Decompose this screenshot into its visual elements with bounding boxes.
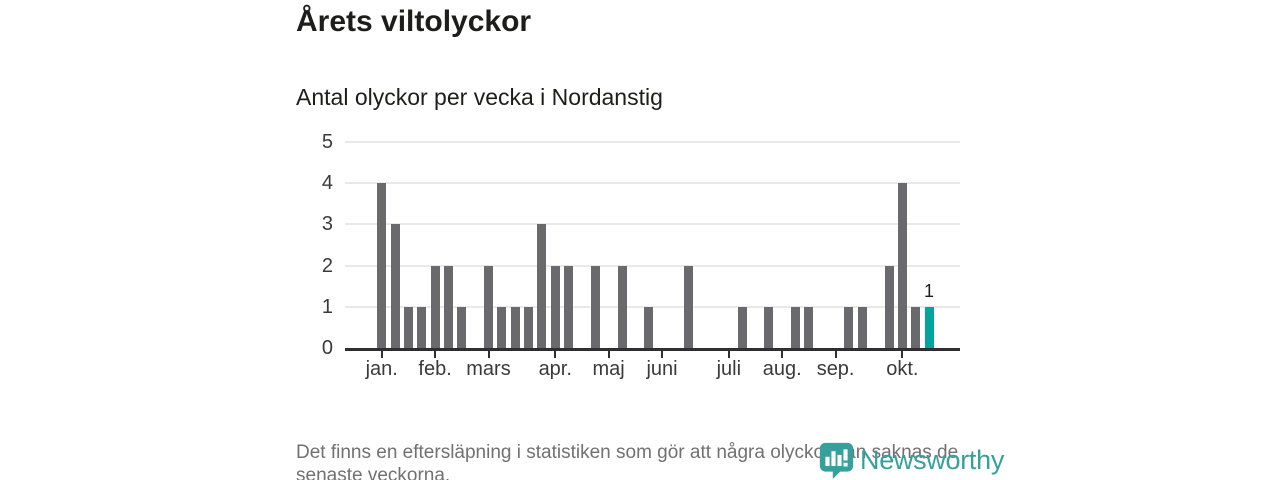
month-label-maj: maj — [592, 358, 625, 380]
x-tick-apr — [554, 351, 557, 358]
newsworthy-bubble-chart-icon — [818, 441, 855, 479]
y-axis-label-0: 0 — [321, 337, 333, 359]
month-label-aug: aug. — [762, 358, 802, 380]
bar-week-40 — [897, 183, 907, 348]
bar-week-9 — [484, 265, 493, 348]
bar-week-2 — [390, 224, 400, 348]
bar-week-3 — [403, 306, 413, 348]
bar-week-7 — [457, 306, 467, 348]
month-label-mars: mars — [466, 358, 511, 380]
x-tick-mars — [487, 351, 490, 358]
month-label-juni: juni — [646, 358, 678, 380]
bar-week-30 — [764, 306, 774, 348]
gridline-y-3 — [345, 223, 960, 226]
bar-week-14 — [550, 265, 560, 348]
bar-week-5 — [430, 265, 440, 348]
newsworthy-logo: Newsworthy — [818, 441, 1004, 479]
x-tick-feb — [434, 351, 437, 358]
plot-area: 0 1 2 3 4 5 1 jan. feb. mars apr. maj juni juli aug. se… — [322, 131, 960, 380]
month-label-apr: apr. — [538, 358, 572, 380]
month-label-feb: feb. — [418, 358, 452, 380]
page-title: Årets viltolyckor — [296, 5, 532, 38]
newsworthy-logo-text: Newsworthy — [860, 444, 1005, 475]
footnote-text: Det finns en eftersläpning i statistiken… — [296, 442, 959, 480]
x-tick-okt — [901, 351, 904, 358]
bar-week-4 — [417, 306, 427, 348]
bar-week-36 — [844, 306, 854, 348]
bar-week-1 — [377, 183, 387, 348]
x-tick-aug — [781, 351, 784, 358]
bar-week-42 — [924, 306, 934, 348]
bar-week-6 — [443, 265, 453, 348]
bar-week-12 — [524, 306, 534, 348]
bar-week-19 — [617, 265, 627, 348]
bar-week-37 — [857, 306, 867, 348]
month-label-okt: okt. — [886, 358, 919, 380]
chart-subtitle: Antal olyckor per vecka i Nordanstig — [296, 84, 663, 110]
x-tick-jan — [380, 351, 383, 358]
y-axis-label-5: 5 — [321, 131, 333, 153]
x-tick-juli — [727, 351, 730, 358]
gridline-y-4 — [345, 182, 960, 185]
month-label-jan: jan. — [365, 358, 398, 380]
month-label-juli: juli — [716, 358, 742, 380]
bar-week-39 — [884, 265, 894, 348]
y-axis-label-2: 2 — [321, 254, 333, 277]
x-axis-line — [345, 348, 960, 351]
x-tick-sep — [834, 351, 837, 358]
bar-week-41 — [911, 306, 921, 348]
bar-week-15 — [564, 265, 574, 348]
month-label-sep: sep. — [816, 358, 855, 380]
bar-week-17 — [590, 265, 600, 348]
y-axis-label-3: 3 — [321, 213, 333, 236]
y-axis-label-4: 4 — [321, 172, 333, 195]
bar-week-24 — [684, 265, 694, 348]
y-axis-label-1: 1 — [321, 295, 333, 318]
bar-week-11 — [510, 306, 520, 348]
bar-week-13 — [537, 224, 547, 348]
gridline-y-5 — [345, 141, 960, 143]
gridline-y-2 — [345, 264, 960, 267]
highlight-bar-value-label: 1 — [924, 280, 935, 301]
bar-week-32 — [791, 306, 801, 348]
x-tick-juni — [661, 351, 664, 358]
bar-week-33 — [804, 306, 814, 348]
bar-week-28 — [737, 306, 747, 348]
bar-week-21 — [644, 306, 654, 348]
x-tick-maj — [607, 351, 610, 358]
bar-week-10 — [497, 306, 507, 348]
